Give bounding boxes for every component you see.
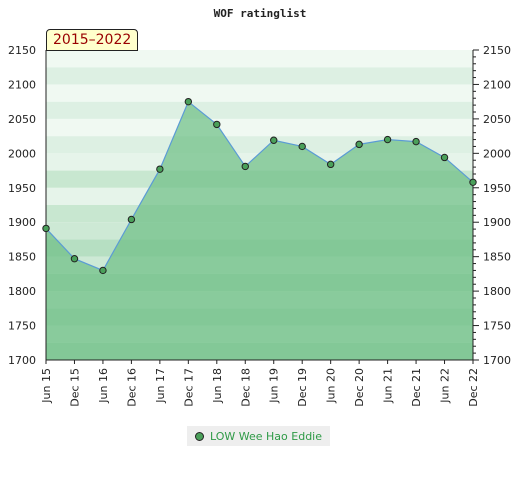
y-tick-label-right: 1800 bbox=[483, 285, 511, 298]
x-tick-label: Jun 15 bbox=[40, 368, 53, 404]
data-point bbox=[440, 153, 449, 162]
legend: LOW Wee Hao Eddie bbox=[187, 426, 331, 446]
x-tick-label: Dec 17 bbox=[182, 368, 195, 407]
y-tick-label-left: 1950 bbox=[8, 182, 36, 195]
data-point bbox=[298, 142, 306, 151]
x-tick-label: Jun 20 bbox=[325, 368, 338, 404]
y-tick-label-right: 1900 bbox=[483, 216, 511, 229]
legend-label: LOW Wee Hao Eddie bbox=[210, 429, 323, 443]
y-tick-label-left: 1700 bbox=[8, 354, 36, 367]
series-area bbox=[46, 101, 473, 361]
x-tick-label: Jun 18 bbox=[211, 368, 224, 404]
date-range-label: 2015–2022 bbox=[46, 29, 139, 51]
y-tick-label-right: 2150 bbox=[483, 44, 511, 57]
x-tick-label: Dec 16 bbox=[125, 368, 138, 407]
area-layer bbox=[45, 100, 474, 361]
x-tick-label: Dec 15 bbox=[68, 368, 81, 407]
data-point bbox=[99, 266, 107, 275]
x-tick-label: Jun 17 bbox=[154, 368, 167, 404]
legend-marker bbox=[195, 431, 204, 441]
x-tick-label: Dec 21 bbox=[410, 368, 423, 407]
x-tick-label: Jun 21 bbox=[382, 368, 395, 404]
background-band bbox=[46, 50, 473, 68]
data-point bbox=[156, 165, 164, 173]
series-line bbox=[45, 100, 474, 272]
y-tick-label-right: 1850 bbox=[483, 251, 511, 264]
x-tick-label: Jun 19 bbox=[268, 368, 281, 404]
y-tick-label-left: 2050 bbox=[8, 113, 36, 126]
chart-title: WOF ratinglist bbox=[214, 7, 307, 20]
data-point bbox=[412, 137, 420, 146]
y-tick-label-left: 1750 bbox=[8, 320, 36, 333]
x-tick-label: Jun 22 bbox=[439, 368, 452, 404]
x-tick-label: Jun 16 bbox=[97, 368, 110, 404]
data-point bbox=[355, 140, 363, 149]
y-tick-label-left: 1800 bbox=[8, 285, 36, 298]
x-tick-label: Dec 20 bbox=[353, 368, 366, 407]
y-tick-label-right: 1700 bbox=[483, 354, 511, 367]
axes: 1700 1700 1750 1750 1800 1800 1850 1850 1900 1900… bbox=[8, 44, 511, 407]
data-point bbox=[326, 160, 335, 169]
y-tick-label-left: 1900 bbox=[8, 216, 36, 229]
y-tick-label-left: 1850 bbox=[8, 251, 36, 264]
data-point bbox=[213, 120, 221, 129]
data-point bbox=[270, 136, 278, 144]
data-point bbox=[184, 97, 193, 106]
data-point bbox=[469, 178, 477, 186]
background-band bbox=[46, 101, 473, 119]
background-band bbox=[46, 84, 473, 102]
y-tick-label-right: 1950 bbox=[483, 182, 511, 195]
y-tick-label-right: 2000 bbox=[483, 147, 511, 160]
data-point bbox=[127, 215, 136, 224]
y-tick-label-right: 2100 bbox=[483, 78, 511, 91]
data-point bbox=[241, 162, 249, 171]
y-tick-label-right: 1750 bbox=[483, 320, 511, 333]
markers bbox=[42, 97, 477, 275]
y-tick-label-right: 2050 bbox=[483, 113, 511, 126]
y-tick-label-left: 2150 bbox=[8, 44, 36, 57]
y-tick-label-left: 2100 bbox=[8, 78, 36, 91]
x-tick-label: Dec 19 bbox=[296, 368, 309, 407]
y-tick-label-left: 2000 bbox=[8, 147, 36, 160]
background-band bbox=[46, 118, 473, 137]
data-point bbox=[70, 255, 79, 263]
data-point bbox=[383, 135, 392, 144]
background-band bbox=[46, 67, 473, 85]
data-point bbox=[42, 224, 50, 233]
x-tick-label: Dec 18 bbox=[239, 368, 252, 407]
x-tick-label: Dec 22 bbox=[467, 368, 480, 407]
